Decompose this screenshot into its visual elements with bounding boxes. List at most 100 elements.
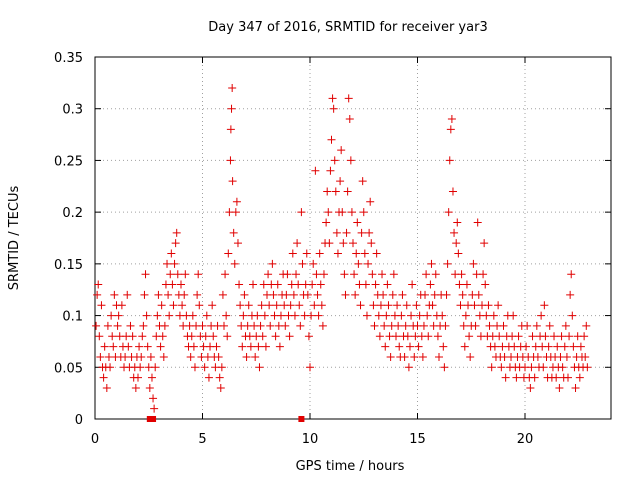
data-point bbox=[242, 352, 251, 361]
data-point bbox=[379, 290, 388, 299]
data-point bbox=[374, 311, 383, 320]
data-point bbox=[555, 383, 564, 392]
data-point bbox=[322, 218, 331, 227]
data-point bbox=[393, 301, 402, 310]
data-point bbox=[158, 332, 167, 341]
data-point bbox=[124, 342, 133, 351]
data-point bbox=[351, 290, 360, 299]
data-point bbox=[350, 270, 359, 279]
data-point bbox=[442, 290, 451, 299]
data-point bbox=[346, 156, 355, 165]
data-point bbox=[345, 115, 354, 124]
y-axis-label: SRMTID / TECUs bbox=[7, 186, 22, 291]
data-point bbox=[454, 249, 463, 258]
data-point bbox=[381, 342, 390, 351]
data-point bbox=[97, 301, 106, 310]
data-point bbox=[541, 332, 550, 341]
data-point bbox=[302, 249, 311, 258]
data-point bbox=[354, 259, 363, 268]
data-point bbox=[415, 311, 424, 320]
x-tick-label: 10 bbox=[302, 432, 319, 447]
data-point bbox=[439, 342, 448, 351]
data-point bbox=[424, 332, 433, 341]
data-point bbox=[333, 249, 342, 258]
data-point bbox=[202, 311, 211, 320]
data-point bbox=[140, 290, 149, 299]
data-point bbox=[544, 342, 553, 351]
data-point bbox=[582, 321, 591, 330]
data-point bbox=[150, 404, 159, 413]
data-point bbox=[389, 270, 398, 279]
data-point bbox=[137, 352, 146, 361]
data-point bbox=[94, 280, 103, 289]
data-point bbox=[138, 332, 147, 341]
data-point bbox=[169, 301, 178, 310]
data-point bbox=[230, 259, 239, 268]
data-point bbox=[347, 208, 356, 217]
data-point bbox=[565, 332, 574, 341]
data-point bbox=[290, 311, 299, 320]
data-point bbox=[447, 115, 456, 124]
data-point bbox=[469, 259, 478, 268]
data-point bbox=[560, 342, 569, 351]
x-axis-label: GPS time / hours bbox=[296, 459, 405, 474]
data-point bbox=[303, 290, 312, 299]
data-point bbox=[332, 228, 341, 237]
data-point bbox=[426, 280, 435, 289]
data-point bbox=[580, 332, 589, 341]
data-point bbox=[485, 321, 494, 330]
data-point bbox=[260, 311, 269, 320]
data-point bbox=[272, 301, 281, 310]
data-point bbox=[143, 342, 152, 351]
data-point bbox=[312, 270, 321, 279]
data-point bbox=[514, 332, 523, 341]
y-tick-label: 0 bbox=[75, 413, 83, 428]
data-point bbox=[526, 383, 535, 392]
data-point bbox=[317, 301, 326, 310]
data-point bbox=[443, 259, 452, 268]
data-point bbox=[581, 352, 590, 361]
data-point bbox=[142, 311, 151, 320]
data-point bbox=[400, 352, 409, 361]
data-point bbox=[359, 208, 368, 217]
data-point bbox=[352, 249, 361, 258]
data-point bbox=[383, 280, 392, 289]
data-point bbox=[141, 270, 150, 279]
data-point bbox=[465, 332, 474, 341]
data-point bbox=[296, 321, 305, 330]
data-point bbox=[190, 363, 199, 372]
data-point bbox=[501, 373, 510, 382]
data-point bbox=[569, 342, 578, 351]
data-point bbox=[561, 321, 570, 330]
data-point bbox=[110, 290, 119, 299]
data-point bbox=[532, 321, 541, 330]
data-point bbox=[217, 363, 226, 372]
data-point bbox=[414, 342, 423, 351]
data-point bbox=[395, 342, 404, 351]
data-point bbox=[384, 301, 393, 310]
data-point bbox=[401, 321, 410, 330]
data-point bbox=[568, 311, 577, 320]
data-point bbox=[509, 311, 518, 320]
data-point bbox=[113, 321, 122, 330]
data-point bbox=[481, 280, 490, 289]
data-point bbox=[512, 373, 521, 382]
data-point bbox=[404, 363, 413, 372]
data-point bbox=[156, 342, 165, 351]
data-point bbox=[550, 332, 559, 341]
data-point bbox=[480, 239, 489, 248]
data-point bbox=[212, 342, 221, 351]
data-point bbox=[380, 321, 389, 330]
data-point bbox=[309, 259, 318, 268]
data-point bbox=[149, 394, 158, 403]
data-point bbox=[95, 332, 104, 341]
data-point bbox=[402, 301, 411, 310]
data-point bbox=[151, 363, 160, 372]
data-point bbox=[269, 290, 278, 299]
data-point bbox=[135, 342, 144, 351]
data-point bbox=[139, 321, 148, 330]
data-point bbox=[268, 259, 277, 268]
data-point bbox=[163, 259, 172, 268]
plot-frame bbox=[94, 56, 612, 420]
data-point bbox=[159, 352, 168, 361]
